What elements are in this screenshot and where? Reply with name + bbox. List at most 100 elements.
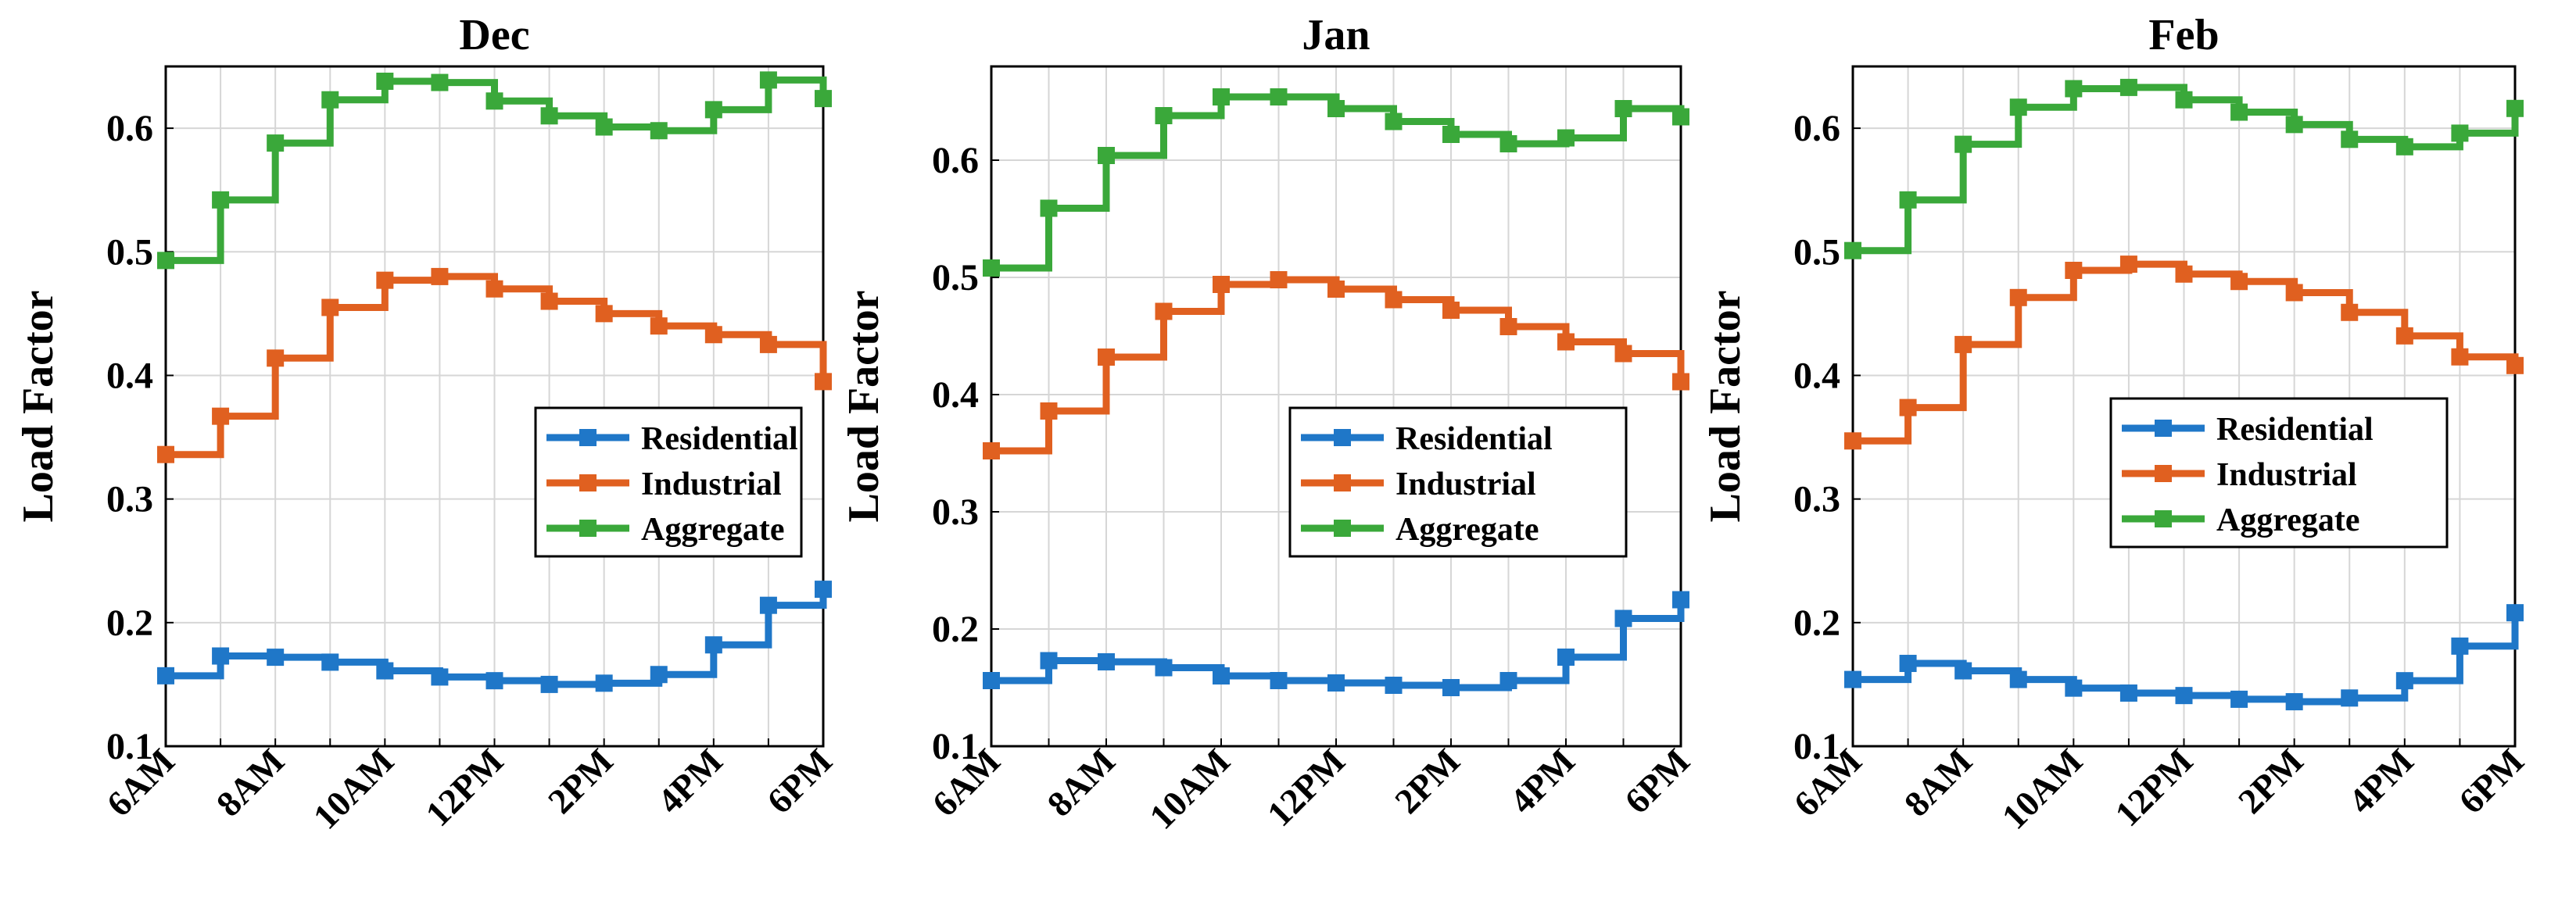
data-point bbox=[540, 675, 558, 693]
chart-title: Dec bbox=[459, 11, 529, 59]
data-point bbox=[376, 72, 394, 90]
data-point bbox=[2506, 99, 2524, 117]
data-point bbox=[431, 668, 449, 686]
series-residential bbox=[1844, 604, 2524, 711]
legend-label: Industrial bbox=[1395, 466, 1536, 502]
y-axis-label: Load Factor bbox=[1701, 290, 1750, 522]
data-point bbox=[983, 672, 1000, 689]
data-point bbox=[983, 442, 1000, 459]
data-point bbox=[815, 90, 832, 108]
y-tick-label: 0.6 bbox=[106, 108, 153, 149]
data-point bbox=[1499, 318, 1517, 335]
data-point bbox=[1614, 609, 1632, 627]
data-point bbox=[1954, 662, 1972, 680]
data-point bbox=[1899, 399, 1917, 416]
data-point bbox=[2175, 91, 2193, 109]
data-point bbox=[2395, 138, 2413, 155]
data-point bbox=[1614, 100, 1632, 117]
data-point bbox=[2119, 78, 2137, 96]
legend-label: Industrial bbox=[641, 466, 782, 502]
data-point bbox=[1098, 147, 1115, 164]
data-point bbox=[2341, 130, 2359, 148]
data-point bbox=[704, 101, 722, 119]
data-point bbox=[650, 317, 668, 335]
data-point bbox=[1213, 88, 1230, 105]
series-residential bbox=[157, 581, 832, 693]
data-point bbox=[2009, 98, 2027, 116]
legend-label: Aggregate bbox=[1395, 512, 1539, 548]
data-point bbox=[1098, 348, 1115, 366]
data-point bbox=[1155, 302, 1173, 320]
data-point bbox=[2230, 273, 2248, 291]
legend-marker bbox=[1334, 520, 1351, 537]
legend-marker bbox=[1334, 429, 1351, 446]
data-point bbox=[1098, 653, 1115, 670]
series-industrial bbox=[983, 271, 1689, 459]
data-point bbox=[1040, 199, 1058, 217]
series-aggregate bbox=[983, 88, 1689, 277]
legend-label: Aggregate bbox=[2216, 502, 2359, 538]
data-point bbox=[1499, 135, 1517, 152]
data-point bbox=[1270, 88, 1288, 105]
data-point bbox=[2119, 684, 2137, 702]
data-point bbox=[1385, 677, 1403, 694]
y-tick-label: 0.1 bbox=[1793, 726, 1840, 767]
data-point bbox=[1499, 672, 1517, 689]
data-point bbox=[1899, 191, 1917, 209]
data-point bbox=[431, 73, 449, 91]
data-point bbox=[2230, 690, 2248, 708]
legend-marker bbox=[2155, 510, 2172, 527]
series-industrial bbox=[157, 267, 832, 463]
legend-label: Residential bbox=[641, 421, 798, 457]
data-point bbox=[2395, 672, 2413, 690]
data-point bbox=[376, 271, 394, 289]
data-point bbox=[1954, 135, 1972, 153]
data-point bbox=[540, 107, 558, 125]
data-point bbox=[815, 581, 832, 599]
data-point bbox=[267, 649, 285, 667]
data-point bbox=[650, 666, 668, 684]
series-aggregate bbox=[157, 71, 832, 270]
data-point bbox=[1672, 591, 1689, 609]
data-point bbox=[759, 71, 777, 89]
data-point bbox=[157, 252, 174, 270]
data-point bbox=[759, 335, 777, 353]
data-point bbox=[1213, 276, 1230, 293]
data-point bbox=[2506, 604, 2524, 622]
y-tick-label: 0.3 bbox=[932, 491, 979, 533]
data-point bbox=[2009, 670, 2027, 688]
data-point bbox=[321, 91, 339, 109]
data-point bbox=[2065, 262, 2083, 279]
data-point bbox=[267, 134, 285, 152]
data-point bbox=[1327, 281, 1345, 298]
data-point bbox=[376, 662, 394, 680]
data-point bbox=[212, 647, 230, 665]
data-point bbox=[1385, 291, 1403, 309]
data-point bbox=[485, 672, 503, 690]
legend-label: Residential bbox=[1395, 421, 1553, 457]
data-point bbox=[815, 373, 832, 391]
data-point bbox=[1899, 655, 1917, 673]
data-point bbox=[595, 118, 613, 136]
data-point bbox=[595, 305, 613, 323]
data-point bbox=[321, 298, 339, 316]
data-point bbox=[431, 267, 449, 285]
data-point bbox=[212, 407, 230, 425]
data-point bbox=[2285, 284, 2303, 302]
y-tick-label: 0.5 bbox=[1793, 231, 1840, 273]
y-tick-label: 0.6 bbox=[932, 140, 979, 181]
data-point bbox=[540, 292, 558, 310]
data-point bbox=[2230, 103, 2248, 121]
data-point bbox=[704, 326, 722, 344]
data-point bbox=[157, 667, 174, 684]
data-point bbox=[1270, 271, 1288, 288]
y-tick-label: 0.3 bbox=[1793, 479, 1840, 520]
data-point bbox=[1442, 679, 1460, 696]
y-axis-label: Load Factor bbox=[14, 290, 63, 522]
data-point bbox=[1672, 108, 1689, 126]
data-point bbox=[321, 653, 339, 671]
data-point bbox=[212, 191, 230, 209]
y-tick-label: 0.2 bbox=[932, 609, 979, 650]
data-point bbox=[2395, 327, 2413, 345]
